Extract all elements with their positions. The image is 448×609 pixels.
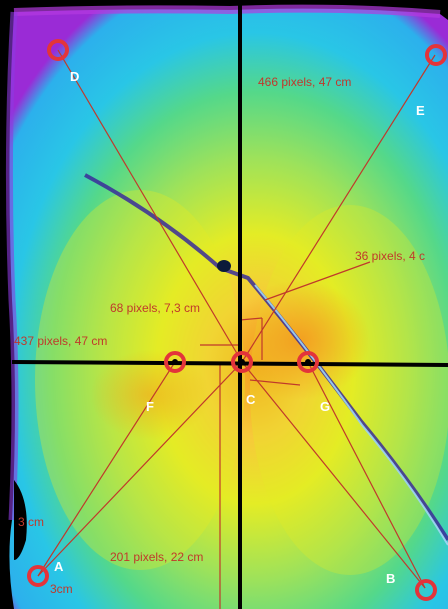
- marker-g: [297, 351, 319, 373]
- label-center-measure: 68 pixels, 7,3 cm: [110, 301, 201, 315]
- label-corner-bottom: 3cm: [50, 582, 73, 596]
- marker-a: [27, 565, 49, 587]
- center-short-line: [239, 317, 263, 321]
- lower-center-line: [249, 379, 301, 386]
- dose-field: [9, 8, 448, 609]
- diagonal-c-a: [37, 361, 243, 577]
- marker-d: [47, 39, 69, 61]
- marker-f: [164, 351, 186, 373]
- bottom-left-notch: [14, 480, 27, 560]
- point-label-e: E: [416, 103, 425, 118]
- marker-e: [425, 44, 447, 66]
- diagonal-d-c: [57, 49, 243, 363]
- right-measure-line: [264, 261, 371, 301]
- point-label-g: G: [320, 399, 331, 414]
- markers: [27, 39, 447, 601]
- point-label-b: B: [386, 571, 396, 586]
- catheter-track-highlight: [254, 284, 448, 546]
- hot-spot-left: [90, 350, 210, 440]
- label-top-measure: 466 pixels, 47 cm: [258, 75, 352, 89]
- label-left-measure: 437 pixels, 47 cm: [14, 334, 108, 348]
- point-label-c: C: [246, 392, 256, 407]
- marker-c: [231, 351, 253, 373]
- line-g-b: [307, 361, 426, 589]
- marker-b: [415, 579, 437, 601]
- left-edge-rim: [5, 11, 19, 521]
- label-right-measure: 36 pixels, 4 c: [355, 249, 426, 263]
- top-edge-rim: [13, 4, 441, 18]
- marker-centers: [172, 359, 311, 365]
- dark-spot: [217, 260, 231, 272]
- horizontal-axis-line: [11, 360, 448, 367]
- measurement-lines: [37, 49, 436, 609]
- point-label-d: D: [70, 69, 80, 84]
- point-label-a: A: [54, 559, 64, 574]
- point-label-f: F: [146, 399, 154, 414]
- label-bottom-measure: 201 pixels, 22 cm: [110, 550, 204, 564]
- label-corner-side: 3 cm: [18, 515, 45, 529]
- diagonal-e-c: [241, 54, 436, 363]
- diagonal-c-b: [241, 361, 426, 589]
- line-f-a: [37, 361, 176, 577]
